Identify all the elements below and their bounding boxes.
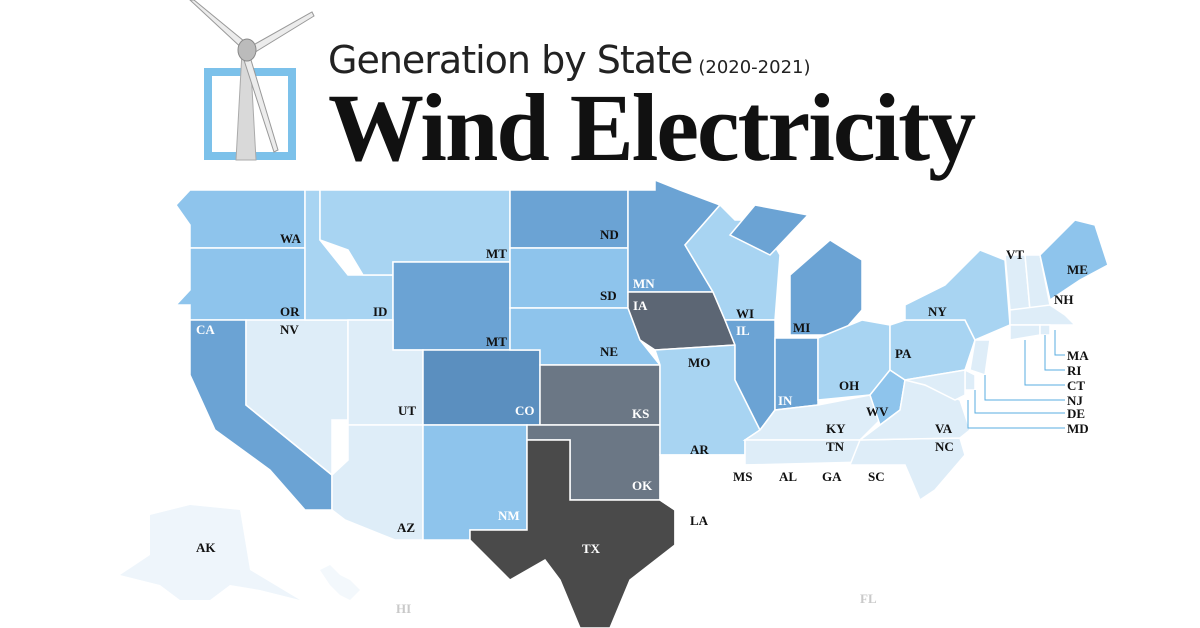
label-pa: PA	[895, 346, 912, 361]
label-hi: HI	[396, 601, 411, 616]
state-ak	[120, 505, 300, 600]
state-ct	[1009, 324, 1041, 341]
label-ia: IA	[633, 298, 648, 313]
label-tn: TN	[826, 439, 845, 454]
label-nj: NJ	[1067, 393, 1083, 408]
state-fl	[778, 554, 921, 628]
label-ca: CA	[196, 322, 215, 337]
label-nh: NH	[1054, 292, 1074, 307]
label-wi: WI	[736, 306, 754, 321]
label-ar: AR	[690, 442, 709, 457]
state-ga	[814, 464, 896, 556]
label-ms: MS	[733, 469, 753, 484]
label-mo: MO	[688, 355, 710, 370]
label-ks: KS	[632, 406, 649, 421]
subtitle: Generation by State (2020-2021)	[328, 38, 811, 82]
label-sd: SD	[600, 288, 617, 303]
label-nv: NV	[280, 322, 299, 337]
label-oh: OH	[839, 378, 859, 393]
label-mi: MI	[793, 320, 810, 335]
subtitle-text: Generation by State	[328, 38, 693, 82]
wind-turbine-icon	[189, 0, 315, 161]
label-ky: KY	[826, 421, 846, 436]
state-al	[769, 464, 826, 556]
label-ut: UT	[398, 403, 416, 418]
label-va: VA	[935, 421, 953, 436]
label-fl: FL	[860, 591, 877, 606]
label-ne: NE	[600, 344, 618, 359]
label-sc: SC	[868, 469, 885, 484]
label-co: CO	[515, 403, 535, 418]
state-hi	[320, 565, 360, 600]
page-title: Wind Electricity	[328, 74, 976, 181]
label-ri: RI	[1067, 363, 1081, 378]
label-il: IL	[736, 323, 750, 338]
label-id: ID	[373, 304, 387, 319]
label-mt1: MT	[486, 246, 507, 261]
leader-ct	[1024, 340, 1065, 386]
label-tx: TX	[582, 541, 601, 556]
label-ny: NY	[928, 304, 947, 319]
state-mi	[789, 239, 863, 336]
state-me	[1039, 219, 1109, 302]
state-ms	[721, 464, 771, 561]
label-wa: WA	[280, 231, 302, 246]
label-ak: AK	[196, 540, 216, 555]
state-tx	[469, 439, 676, 628]
label-nc: NC	[935, 439, 954, 454]
label-wv: WV	[866, 404, 889, 419]
label-ct: CT	[1067, 378, 1085, 393]
state-ri	[1039, 324, 1051, 336]
state-nc	[848, 437, 966, 502]
label-ma: MA	[1067, 348, 1089, 363]
label-nd: ND	[600, 227, 619, 242]
label-ok: OK	[632, 478, 653, 493]
label-az: AZ	[397, 520, 415, 535]
label-vt: VT	[1006, 247, 1024, 262]
label-mn: MN	[633, 276, 655, 291]
leader-de	[974, 390, 1065, 414]
subtitle-years: (2020-2021)	[698, 57, 811, 78]
leader-ri	[1044, 335, 1065, 371]
label-in: IN	[778, 393, 793, 408]
state-va	[857, 379, 971, 441]
label-me: ME	[1067, 262, 1088, 277]
state-md	[904, 369, 966, 401]
state-de	[964, 368, 976, 391]
state-mi-up	[728, 204, 810, 256]
label-nm: NM	[498, 508, 520, 523]
label-la: LA	[690, 513, 709, 528]
leader-nj	[984, 375, 1065, 401]
leader-ma	[1054, 330, 1065, 356]
label-md: MD	[1067, 421, 1089, 436]
label-mt2: MT	[486, 334, 507, 349]
label-or: OR	[280, 304, 300, 319]
label-ga: GA	[822, 469, 842, 484]
label-al: AL	[779, 469, 797, 484]
label-de: DE	[1067, 406, 1085, 421]
leader-md	[967, 400, 1065, 429]
